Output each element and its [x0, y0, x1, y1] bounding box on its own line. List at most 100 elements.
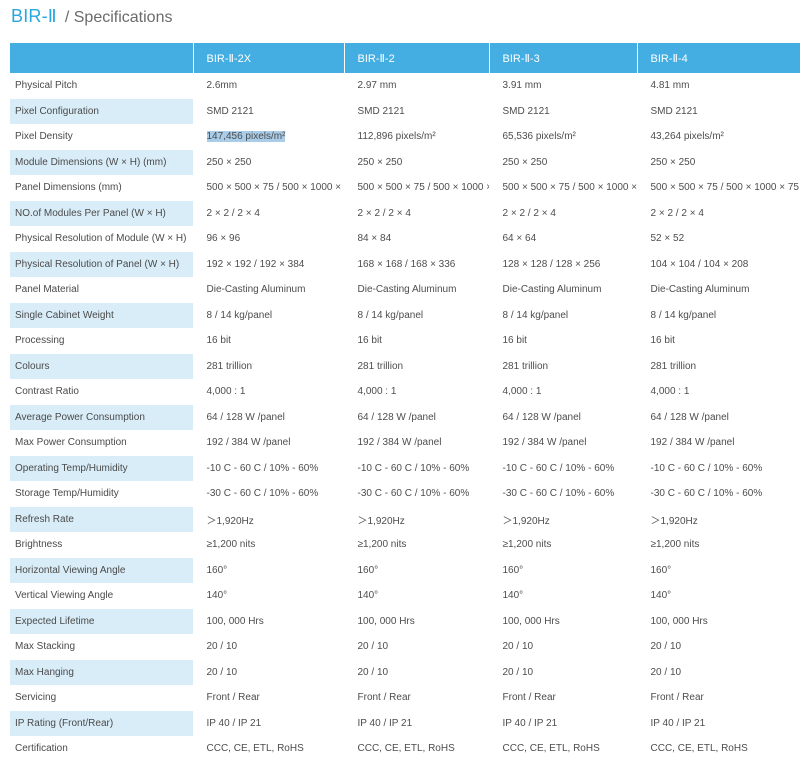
spec-value: 281 trillion	[344, 353, 490, 379]
model-header: BIR-Ⅱ-2X	[193, 43, 345, 73]
spec-value: Front / Rear	[344, 685, 490, 711]
spec-label: Pixel Configuration	[10, 98, 194, 124]
spec-value: 500 × 500 × 75 / 500 × 1000 × 75	[193, 175, 345, 201]
header-corner	[10, 43, 194, 73]
spec-label: Panel Dimensions (mm)	[10, 175, 194, 201]
model-header: BIR-Ⅱ-3	[489, 43, 638, 73]
spec-value: 140°	[344, 583, 490, 609]
spec-value: 20 / 10	[193, 634, 345, 660]
spec-label: Physical Resolution of Module (W × H)	[10, 226, 194, 252]
spec-value: 4,000 : 1	[344, 379, 490, 405]
spec-value: 281 trillion	[637, 353, 800, 379]
spec-value: -30 C - 60 C / 10% - 60%	[344, 481, 490, 507]
spec-label: NO.of Modules Per Panel (W × H)	[10, 200, 194, 226]
spec-label: Storage Temp/Humidity	[10, 481, 194, 507]
table-row: Pixel Configuration SMD 2121 SMD 2121 SMD 2…	[10, 98, 800, 124]
spec-value: -30 C - 60 C / 10% - 60%	[193, 481, 345, 507]
spec-value: ≥1,200 nits	[193, 532, 345, 558]
spec-label: Colours	[10, 353, 194, 379]
spec-value: ＞1,920Hz	[193, 506, 345, 532]
spec-value: SMD 2121	[193, 98, 345, 124]
spec-value: 8 / 14 kg/panel	[637, 302, 800, 328]
table-row: Processing 16 bit 16 bit 16 bit 16 bit	[10, 328, 800, 354]
spec-value: IP 40 / IP 21	[193, 710, 345, 736]
table-body: Physical Pitch 2.6mm 2.97 mm 3.91 mm 4.81 mm…	[10, 73, 800, 762]
spec-value: 3.91 mm	[489, 73, 638, 99]
spec-label: Max Power Consumption	[10, 430, 194, 456]
spec-value: 100, 000 Hrs	[489, 608, 638, 634]
spec-value: 500 × 500 × 75 / 500 × 1000 × 75	[637, 175, 800, 201]
spec-value: CCC, CE, ETL, RoHS	[193, 736, 345, 762]
spec-value: ≥1,200 nits	[344, 532, 490, 558]
spec-value: 20 / 10	[637, 634, 800, 660]
spec-value: 192 / 384 W /panel	[489, 430, 638, 456]
spec-value: 96 × 96	[193, 226, 345, 252]
table-row: Max Power Consumption 192 / 384 W /panel 1…	[10, 430, 800, 456]
table-row: IP Rating (Front/Rear) IP 40 / IP 21 IP 40…	[10, 710, 800, 736]
table-row: Physical Resolution of Module (W × H) 96 …	[10, 226, 800, 252]
spec-value: 100, 000 Hrs	[637, 608, 800, 634]
spec-value: 4,000 : 1	[193, 379, 345, 405]
spec-label: Refresh Rate	[10, 506, 194, 532]
spec-value: ＞1,920Hz	[344, 506, 490, 532]
table-row: Servicing Front / Rear Front / Rear Front /…	[10, 685, 800, 711]
table-row: Panel Dimensions (mm) 500 × 500 × 75 / 50…	[10, 175, 800, 201]
spec-value: 20 / 10	[489, 634, 638, 660]
spec-label: Module Dimensions (W × H) (mm)	[10, 149, 194, 175]
table-row: Vertical Viewing Angle 140° 140° 140° 140°	[10, 583, 800, 609]
spec-label: Operating Temp/Humidity	[10, 455, 194, 481]
spec-value: CCC, CE, ETL, RoHS	[489, 736, 638, 762]
spec-value: 16 bit	[344, 328, 490, 354]
spec-value: Front / Rear	[489, 685, 638, 711]
spec-value: Die-Casting Aluminum	[637, 277, 800, 303]
spec-value: 250 × 250	[193, 149, 345, 175]
spec-value: ＞1,920Hz	[489, 506, 638, 532]
selected-text[interactable]: 147,456 pixels/m²	[206, 131, 286, 143]
page-subtitle: / Specifications	[64, 9, 173, 26]
spec-label: Processing	[10, 328, 194, 354]
table-row: NO.of Modules Per Panel (W × H) 2 × 2 / 2…	[10, 200, 800, 226]
spec-value: 20 / 10	[344, 659, 490, 685]
spec-value: 112,896 pixels/m²	[344, 124, 490, 150]
table-row: Horizontal Viewing Angle 160° 160° 160° 160°	[10, 557, 800, 583]
spec-value: CCC, CE, ETL, RoHS	[637, 736, 800, 762]
spec-value: 104 × 104 / 104 × 208	[637, 251, 800, 277]
spec-value: ≥1,200 nits	[489, 532, 638, 558]
spec-value: IP 40 / IP 21	[489, 710, 638, 736]
spec-value: 2.97 mm	[344, 73, 490, 99]
spec-value: -10 C - 60 C / 10% - 60%	[344, 455, 490, 481]
spec-value: 65,536 pixels/m²	[489, 124, 638, 150]
table-row: Pixel Density 147,456 pixels/m² 112,896 pi…	[10, 124, 800, 150]
spec-value: 500 × 500 × 75 / 500 × 1000 ×75	[489, 175, 638, 201]
spec-value: Die-Casting Aluminum	[489, 277, 638, 303]
spec-value: SMD 2121	[637, 98, 800, 124]
spec-label: Max Stacking	[10, 634, 194, 660]
spec-value: 2 × 2 / 2 × 4	[489, 200, 638, 226]
spec-value: 8 / 14 kg/panel	[489, 302, 638, 328]
table-row: Colours 281 trillion 281 trillion 281 trill…	[10, 353, 800, 379]
spec-label: Average Power Consumption	[10, 404, 194, 430]
spec-value: 250 × 250	[489, 149, 638, 175]
spec-value: -10 C - 60 C / 10% - 60%	[489, 455, 638, 481]
spec-value: IP 40 / IP 21	[344, 710, 490, 736]
spec-label: IP Rating (Front/Rear)	[10, 710, 194, 736]
spec-label: Single Cabinet Weight	[10, 302, 194, 328]
spec-label: Physical Resolution of Panel (W × H)	[10, 251, 194, 277]
page-title: BIR-Ⅱ / Specifications	[11, 5, 172, 27]
spec-label: Max Hanging	[10, 659, 194, 685]
table-row: Physical Pitch 2.6mm 2.97 mm 3.91 mm 4.81 mm	[10, 73, 800, 99]
spec-label: Panel Material	[10, 277, 194, 303]
spec-value: 500 × 500 × 75 / 500 × 1000 ×75	[344, 175, 490, 201]
spec-label: Horizontal Viewing Angle	[10, 557, 194, 583]
table-row: Physical Resolution of Panel (W × H) 192 …	[10, 251, 800, 277]
spec-value: SMD 2121	[344, 98, 490, 124]
spec-value: 160°	[489, 557, 638, 583]
spec-value: 192 / 384 W /panel	[193, 430, 345, 456]
table-row: Module Dimensions (W × H) (mm) 250 × 250 2…	[10, 149, 800, 175]
spec-value: 100, 000 Hrs	[344, 608, 490, 634]
spec-value: -30 C - 60 C / 10% - 60%	[489, 481, 638, 507]
spec-value: 2 × 2 / 2 × 4	[344, 200, 490, 226]
spec-value: 20 / 10	[489, 659, 638, 685]
spec-value: 8 / 14 kg/panel	[193, 302, 345, 328]
spec-value: 64 / 128 W /panel	[344, 404, 490, 430]
